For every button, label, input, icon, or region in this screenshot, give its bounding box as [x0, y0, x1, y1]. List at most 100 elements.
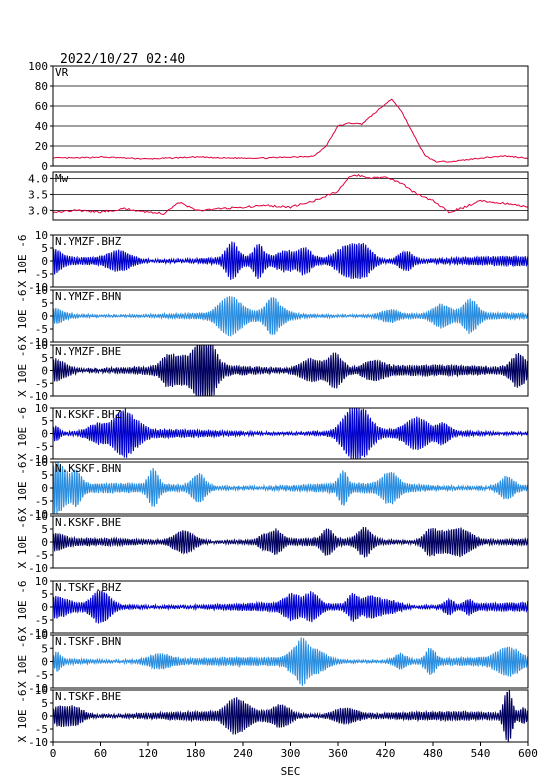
y-tick-label: 10: [35, 339, 48, 352]
y-tick-label: -10: [28, 508, 48, 521]
y-tick-label: 0: [41, 428, 48, 441]
panel-frame: [52, 580, 529, 634]
panel-title: N.TSKF.BHZ: [55, 581, 122, 594]
y-axis-unit-label: X 10E -6: [16, 635, 29, 688]
y-axis-unit-label: X 10E -6: [16, 407, 29, 460]
panel-title: VR: [55, 66, 69, 79]
y-axis-unit-label: X 10E -6: [16, 462, 29, 515]
y-tick-label: -10: [28, 336, 48, 349]
y-tick-label: 10: [35, 402, 48, 415]
y-tick-label: 5: [41, 642, 48, 655]
y-tick-label: -5: [35, 723, 48, 736]
y-axis-unit-label: X 10E -6: [16, 516, 29, 569]
y-tick-label: -10: [28, 562, 48, 575]
x-tick-label: 0: [50, 747, 57, 760]
y-tick-label: 5: [41, 588, 48, 601]
n-tskf-bhe-trace: [52, 690, 529, 743]
panel-frame: [52, 171, 529, 221]
y-tick-label: 40: [35, 120, 48, 133]
y-tick-label: -10: [28, 736, 48, 749]
panel-frame: [52, 634, 529, 689]
panel-frame: [52, 407, 529, 460]
y-tick-label: -5: [35, 495, 48, 508]
y-tick-label: 60: [35, 100, 48, 113]
n-tskf-bhn-trace: [52, 637, 529, 687]
x-tick-label: 300: [281, 747, 301, 760]
panel-title: N.KSKF.BHZ: [55, 408, 122, 421]
y-tick-label: 5: [41, 523, 48, 536]
y-tick-label: -10: [28, 682, 48, 695]
mw-trace: [52, 173, 528, 215]
panel-frame: [52, 234, 529, 288]
y-tick-label: 0: [41, 536, 48, 549]
y-tick-label: 0: [41, 160, 48, 173]
y-tick-label: 4.0: [28, 172, 48, 185]
x-tick-label: 240: [233, 747, 253, 760]
y-tick-label: 10: [35, 456, 48, 469]
y-tick-label: 0: [41, 656, 48, 669]
y-tick-label: 10: [35, 684, 48, 697]
x-tick-label: 120: [138, 747, 158, 760]
y-axis-unit-label: X 10E -6: [16, 290, 29, 343]
x-tick-label: 540: [471, 747, 491, 760]
panel-title: N.TSKF.BHE: [55, 690, 121, 703]
x-tick-label: 180: [186, 747, 206, 760]
panel-title: N.KSKF.BHN: [55, 462, 121, 475]
x-axis-title: SEC: [281, 765, 301, 778]
y-axis-unit-label: X 10E -6: [16, 235, 29, 288]
n-kskf-bhe-trace: [52, 526, 529, 558]
y-tick-label: 3.5: [28, 188, 48, 201]
x-tick-label: 60: [94, 747, 107, 760]
figure-timestamp: 2022/10/27 02:40: [60, 52, 185, 67]
y-tick-label: 20: [35, 140, 48, 153]
y-tick-label: -10: [28, 281, 48, 294]
panel-frame: [52, 289, 529, 343]
panel-title: N.TSKF.BHN: [55, 635, 121, 648]
n-ymzf-bhz-trace: [52, 241, 529, 280]
y-tick-label: 5: [41, 352, 48, 365]
x-tick-label: 420: [376, 747, 396, 760]
y-tick-label: -5: [35, 549, 48, 562]
y-tick-label: 80: [35, 80, 48, 93]
panel-title: N.YMZF.BHE: [55, 345, 121, 358]
y-tick-label: 10: [35, 575, 48, 588]
y-tick-label: -5: [35, 614, 48, 627]
y-tick-label: 5: [41, 469, 48, 482]
y-tick-label: 0: [41, 365, 48, 378]
y-tick-label: 100: [28, 60, 48, 73]
y-tick-label: 0: [41, 710, 48, 723]
panel-frame: [52, 65, 529, 167]
x-tick-label: 480: [423, 747, 443, 760]
y-tick-label: 5: [41, 697, 48, 710]
panel-frame: [52, 515, 529, 569]
y-tick-label: -5: [35, 440, 48, 453]
y-tick-label: 10: [35, 284, 48, 297]
panel-title: N.KSKF.BHE: [55, 516, 121, 529]
panel-title: N.YMZF.BHZ: [55, 235, 122, 248]
panel-title: Mw: [55, 172, 69, 185]
y-tick-label: -5: [35, 268, 48, 281]
y-tick-label: 5: [41, 415, 48, 428]
y-tick-label: -5: [35, 669, 48, 682]
n-tskf-bhz-trace: [52, 590, 529, 624]
panel-title: N.YMZF.BHN: [55, 290, 121, 303]
n-kskf-bhz-trace: [52, 407, 529, 460]
y-tick-label: 0: [41, 310, 48, 323]
y-tick-label: 10: [35, 510, 48, 523]
y-axis-unit-label: X 10E -6: [16, 581, 29, 634]
y-tick-label: 10: [35, 629, 48, 642]
y-tick-label: -10: [28, 390, 48, 403]
panel-frame: [52, 344, 529, 397]
n-kskf-bhn-trace: [52, 461, 529, 514]
n-ymzf-bhn-trace: [52, 296, 529, 337]
y-tick-label: -5: [35, 323, 48, 336]
panel-frame: [52, 461, 529, 515]
x-tick-label: 600: [518, 747, 538, 760]
y-tick-label: -10: [28, 627, 48, 640]
y-tick-label: 5: [41, 242, 48, 255]
n-ymzf-bhe-trace: [52, 344, 529, 397]
y-tick-label: -10: [28, 453, 48, 466]
y-axis-unit-label: X 10E -6: [16, 344, 29, 397]
x-tick-label: 360: [328, 747, 348, 760]
